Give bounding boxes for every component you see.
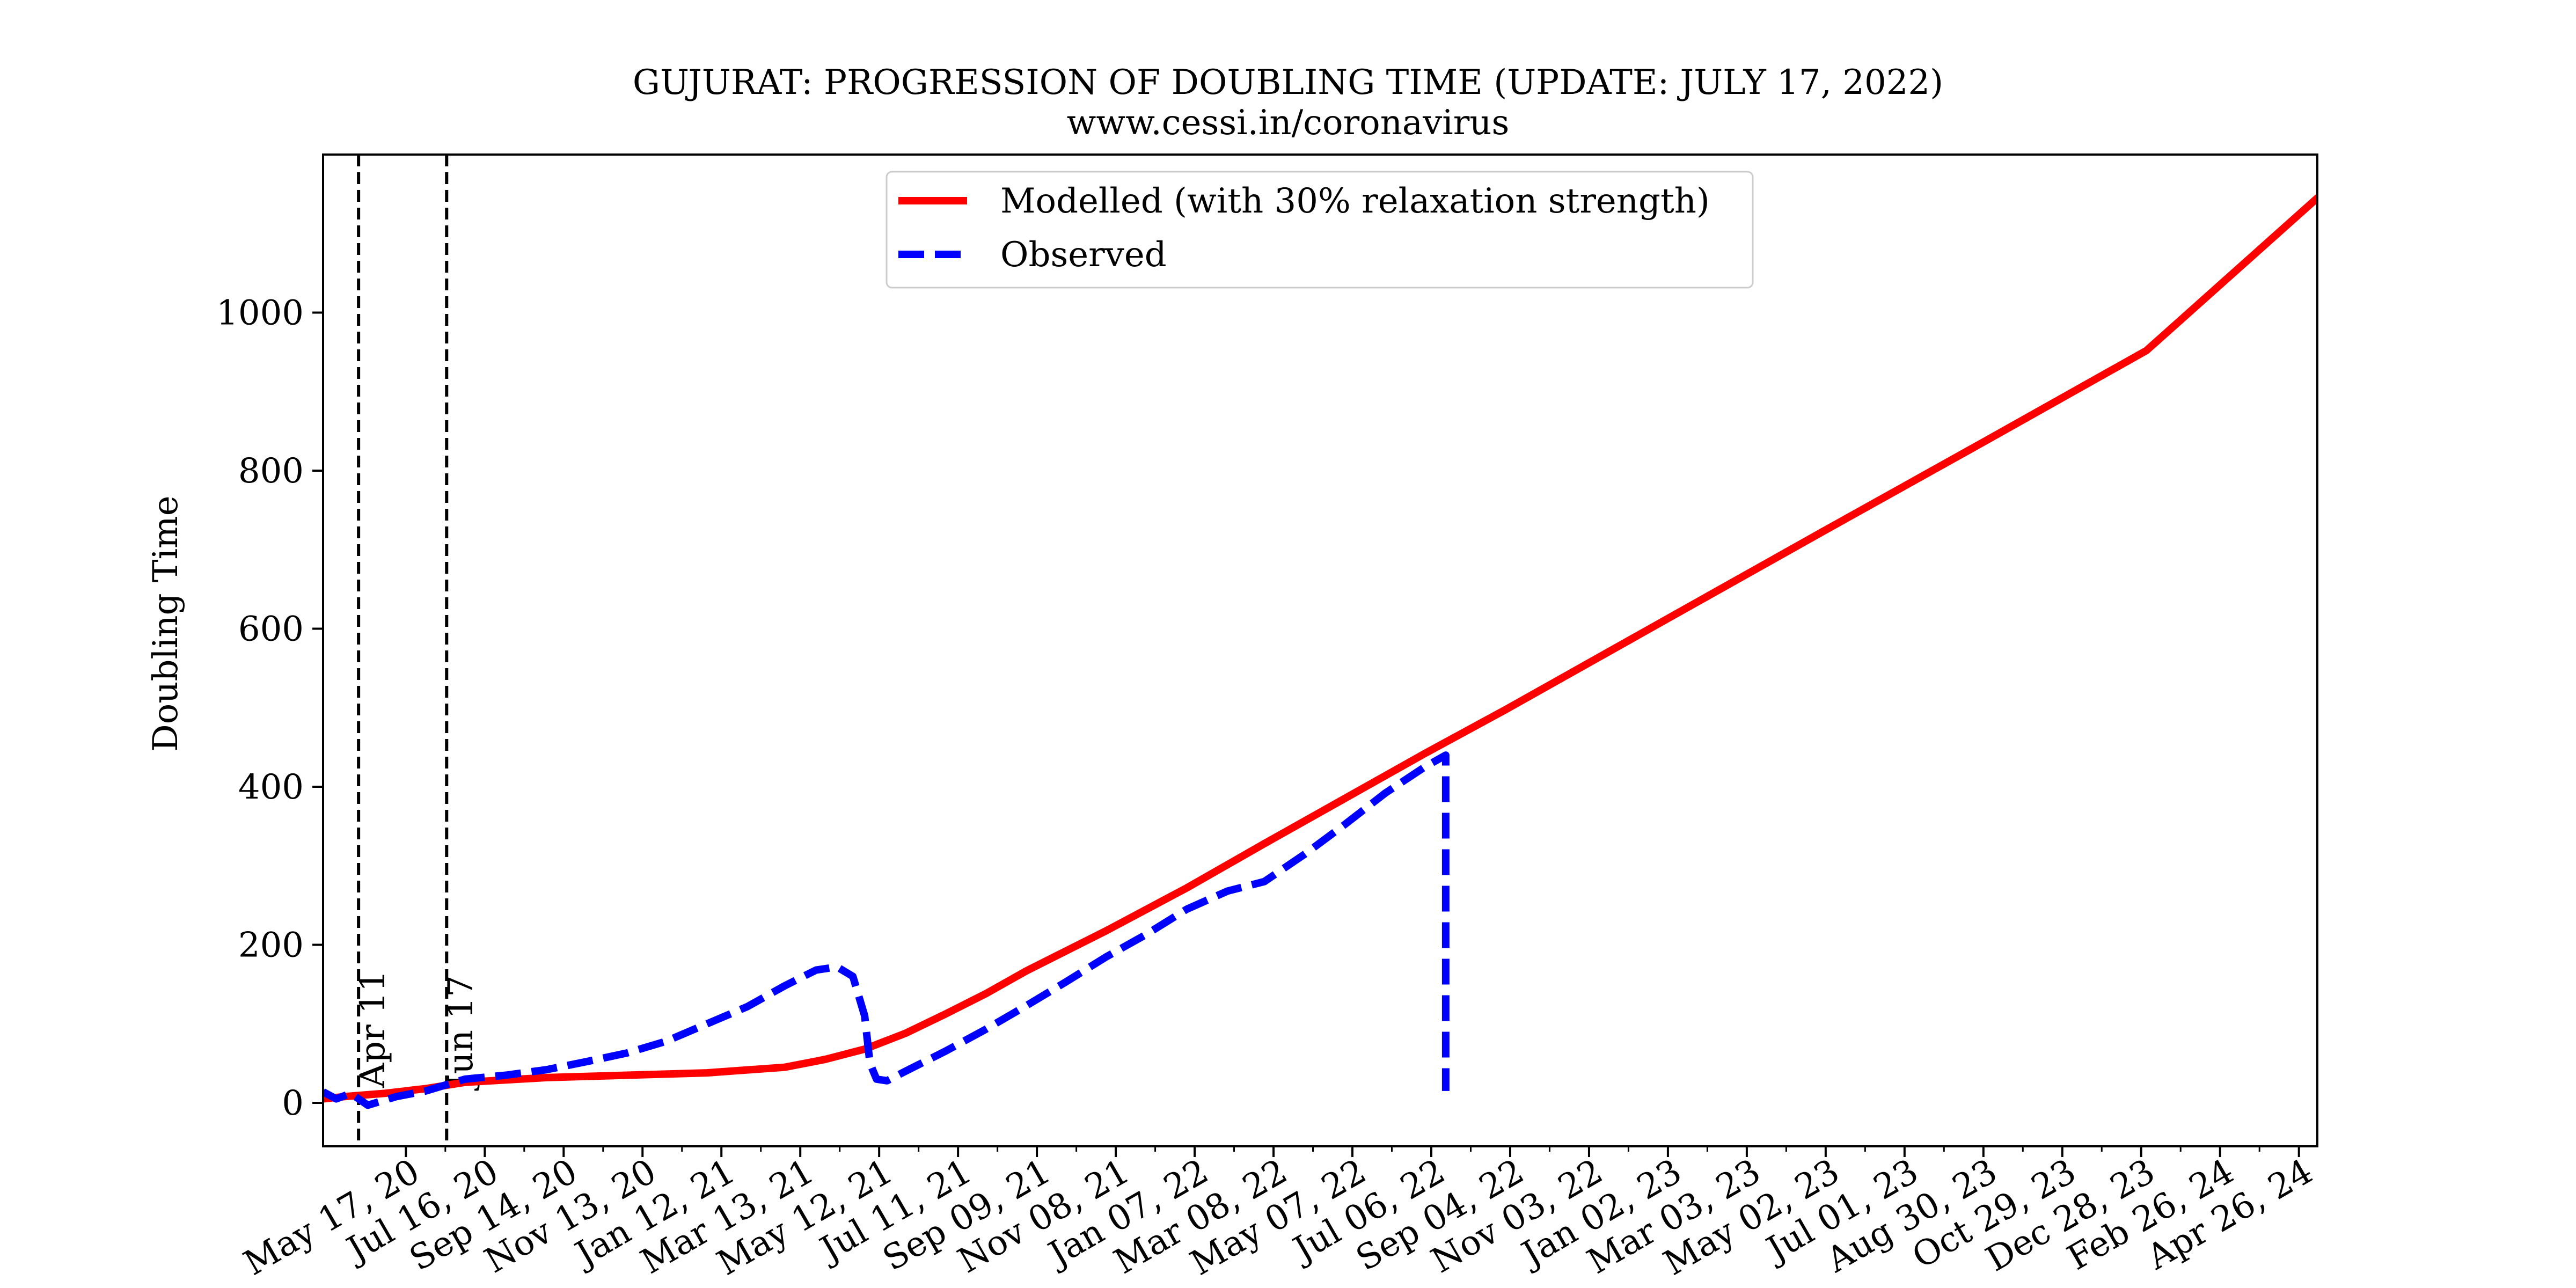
vertical-marker-label: Apr 11: [353, 970, 393, 1088]
chart-title: GUJURAT: PROGRESSION OF DOUBLING TIME (U…: [633, 63, 1943, 103]
y-tick-label: 400: [238, 767, 304, 807]
observed-series-line: [323, 751, 1450, 1109]
legend-label: Observed: [1000, 235, 1167, 275]
legend-label: Modelled (with 30% relaxation strength): [1000, 181, 1710, 221]
y-tick-label: 800: [238, 451, 304, 491]
y-tick-label: 600: [238, 610, 304, 649]
legend: Modelled (with 30% relaxation strength) O…: [885, 171, 1754, 289]
vertical-marker-label: Jun 17: [441, 975, 481, 1091]
y-axis-label: Doubling Time: [146, 495, 186, 751]
vertical-markers: Apr 11 Jun 17: [353, 155, 481, 1146]
y-axis: 0 200 400 600 800 1000: [216, 294, 323, 1123]
y-tick-label: 1000: [216, 294, 304, 333]
y-tick-label: 0: [282, 1084, 304, 1123]
modelled-series-line: [323, 194, 2317, 1103]
legend-box: [885, 171, 1754, 289]
series-lines: [323, 194, 2317, 1109]
chart-subtitle: www.cessi.in/coronavirus: [1067, 103, 1510, 143]
y-tick-label: 200: [238, 926, 304, 965]
plot-frame: [322, 153, 2318, 1147]
